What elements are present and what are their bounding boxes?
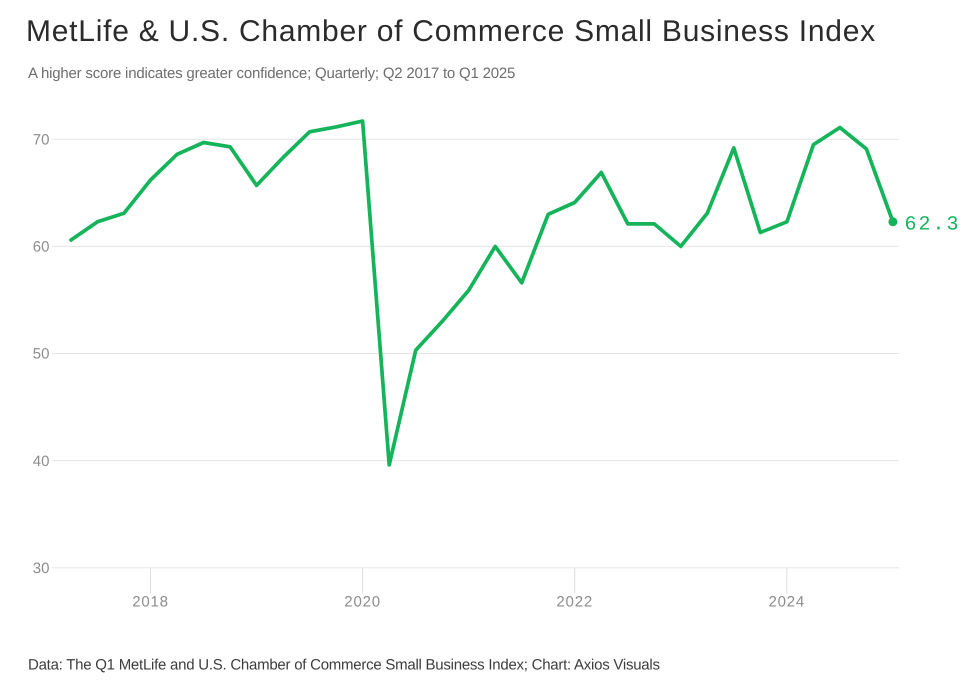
svg-text:40: 40 (33, 453, 50, 470)
svg-text:Data: The Q1 MetLife and U.S.: Data: The Q1 MetLife and U.S. Chamber of… (28, 657, 660, 674)
svg-text:70: 70 (33, 132, 50, 149)
svg-text:50: 50 (33, 346, 50, 363)
svg-text:62.3: 62.3 (905, 213, 961, 236)
svg-text:2024: 2024 (769, 594, 806, 611)
svg-text:A higher score indicates great: A higher score indicates greater confide… (28, 65, 515, 82)
svg-text:60: 60 (33, 239, 50, 256)
svg-text:2022: 2022 (556, 594, 593, 611)
svg-text:30: 30 (33, 560, 50, 577)
svg-text:2020: 2020 (344, 594, 381, 611)
svg-text:MetLife & U.S. Chamber of Comm: MetLife & U.S. Chamber of Commerce Small… (26, 15, 876, 48)
svg-text:2018: 2018 (132, 594, 169, 611)
